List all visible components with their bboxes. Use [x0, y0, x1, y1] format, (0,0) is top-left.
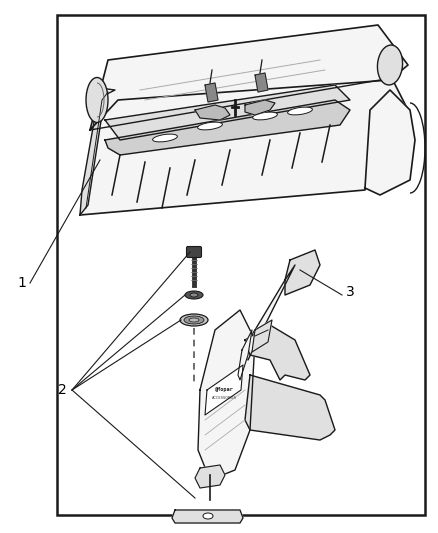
Ellipse shape — [190, 293, 198, 297]
Text: 3: 3 — [346, 285, 354, 299]
Polygon shape — [90, 25, 408, 130]
Ellipse shape — [198, 122, 223, 130]
Polygon shape — [285, 250, 320, 295]
Ellipse shape — [253, 112, 277, 120]
Bar — [57, 15, 425, 515]
Text: 2: 2 — [58, 383, 67, 397]
Ellipse shape — [288, 107, 312, 115]
Polygon shape — [245, 325, 310, 380]
Ellipse shape — [86, 77, 108, 123]
Ellipse shape — [378, 45, 403, 85]
Text: @Mopar: @Mopar — [215, 387, 233, 392]
Polygon shape — [80, 88, 115, 215]
Polygon shape — [242, 265, 295, 360]
Ellipse shape — [185, 291, 203, 299]
FancyBboxPatch shape — [187, 246, 201, 257]
Text: ACCESSORIES: ACCESSORIES — [212, 396, 237, 400]
Ellipse shape — [180, 314, 208, 326]
Polygon shape — [365, 90, 415, 195]
Ellipse shape — [189, 318, 199, 322]
Polygon shape — [105, 85, 350, 140]
Polygon shape — [252, 320, 272, 352]
Ellipse shape — [152, 134, 177, 142]
Ellipse shape — [184, 316, 204, 324]
Ellipse shape — [203, 513, 213, 519]
Polygon shape — [245, 375, 335, 440]
Polygon shape — [80, 55, 408, 215]
Polygon shape — [198, 310, 255, 480]
Polygon shape — [205, 83, 218, 102]
Polygon shape — [195, 465, 225, 488]
Text: 1: 1 — [18, 276, 26, 290]
Polygon shape — [245, 100, 275, 115]
Polygon shape — [238, 330, 252, 380]
Polygon shape — [105, 100, 350, 155]
Polygon shape — [195, 105, 230, 120]
Polygon shape — [172, 510, 243, 523]
Polygon shape — [205, 365, 243, 415]
Polygon shape — [255, 73, 268, 92]
